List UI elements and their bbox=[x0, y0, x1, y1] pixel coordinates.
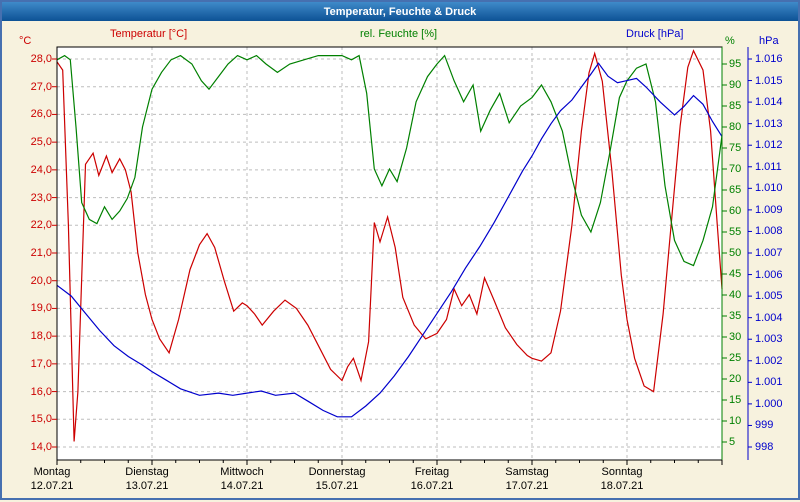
pressure-series-line bbox=[56, 62, 723, 418]
temperature-tick-label: 20,0 bbox=[30, 274, 52, 287]
pressure-tick-label: 1.001 bbox=[755, 376, 783, 389]
pressure-tick-label: 999 bbox=[755, 419, 774, 432]
humidity-tick-label: 90 bbox=[729, 79, 742, 91]
day-date-label: 13.07.21 bbox=[125, 480, 169, 492]
humidity-tick-label: 50 bbox=[729, 247, 742, 259]
humidity-tick-label: 40 bbox=[729, 289, 742, 301]
window-title: Temperatur, Feuchte & Druck bbox=[323, 5, 477, 18]
temperature-tick-label: 17,0 bbox=[30, 357, 52, 370]
day-date-label: 17.07.21 bbox=[505, 480, 549, 492]
humidity-tick-label: 60 bbox=[729, 205, 742, 217]
day-date-label: 18.07.21 bbox=[600, 480, 644, 492]
day-name-label: Freitag bbox=[414, 466, 450, 478]
humidity-tick-label: 5 bbox=[729, 436, 736, 448]
temperature-tick-label: 23,0 bbox=[30, 191, 52, 204]
pressure-tick-label: 1.012 bbox=[755, 139, 783, 152]
humidity-tick-label: 25 bbox=[729, 352, 742, 364]
day-date-label: 15.07.21 bbox=[315, 480, 359, 492]
temperature-tick-label: 16,0 bbox=[30, 385, 52, 398]
temperature-tick-label: 15,0 bbox=[30, 413, 52, 426]
pressure-tick-label: 1.007 bbox=[755, 247, 783, 259]
humidity-tick-label: 45 bbox=[729, 268, 742, 280]
pressure-tick-label: 1.009 bbox=[755, 203, 783, 216]
temperature-tick-label: 26,0 bbox=[30, 108, 52, 121]
pressure-tick-label: 1.006 bbox=[755, 268, 783, 281]
day-name-label: Montag bbox=[33, 466, 71, 478]
humidity-tick-label: 95 bbox=[729, 58, 742, 70]
temperature-tick-label: 28,0 bbox=[30, 53, 52, 65]
temperature-tick-label: 19,0 bbox=[30, 302, 52, 315]
pressure-tick-label: 1.003 bbox=[755, 333, 783, 346]
humidity-tick-label: 10 bbox=[729, 415, 742, 427]
temperature-axis-title: Temperatur [°C] bbox=[110, 28, 188, 40]
temperature-tick-label: 27,0 bbox=[30, 80, 52, 93]
pressure-tick-label: 1.015 bbox=[755, 74, 783, 87]
humidity-tick-label: 20 bbox=[729, 373, 742, 385]
pressure-tick-label: 1.016 bbox=[755, 53, 783, 65]
temperature-tick-label: 21,0 bbox=[30, 247, 52, 259]
humidity-tick-label: 30 bbox=[729, 331, 742, 343]
pressure-tick-label: 1.013 bbox=[755, 117, 783, 130]
humidity-tick-label: 75 bbox=[729, 142, 742, 154]
humidity-tick-label: 80 bbox=[729, 121, 742, 133]
temperature-tick-label: 22,0 bbox=[30, 219, 52, 232]
window-titlebar: Temperatur, Feuchte & Druck bbox=[2, 2, 798, 21]
temperature-series-line bbox=[56, 49, 723, 442]
pressure-tick-label: 1.004 bbox=[755, 311, 783, 324]
celsius-unit-label: °C bbox=[19, 35, 32, 47]
temperature-tick-label: 25,0 bbox=[30, 136, 52, 149]
percent-unit-label: % bbox=[725, 35, 735, 47]
temperature-tick-label: 14,0 bbox=[30, 441, 52, 453]
day-date-label: 16.07.21 bbox=[410, 480, 454, 492]
day-date-label: 12.07.21 bbox=[30, 480, 74, 492]
day-name-label: Samstag bbox=[505, 466, 549, 478]
pressure-tick-label: 1.000 bbox=[755, 397, 783, 410]
hpa-unit-label: hPa bbox=[759, 35, 779, 47]
humidity-series-line bbox=[56, 54, 723, 267]
temperature-tick-label: 24,0 bbox=[30, 163, 52, 176]
humidity-tick-label: 55 bbox=[729, 226, 742, 238]
day-name-label: Mittwoch bbox=[220, 466, 264, 478]
pressure-tick-label: 1.005 bbox=[755, 290, 783, 303]
pressure-tick-label: 1.014 bbox=[755, 96, 783, 109]
pressure-tick-label: 1.010 bbox=[755, 182, 783, 195]
humidity-tick-label: 85 bbox=[729, 100, 742, 112]
pressure-tick-label: 1.002 bbox=[755, 354, 783, 367]
humidity-tick-label: 70 bbox=[729, 163, 742, 175]
humidity-tick-label: 65 bbox=[729, 184, 742, 196]
pressure-tick-label: 1.008 bbox=[755, 225, 783, 238]
day-name-label: Dienstag bbox=[125, 466, 169, 478]
day-name-label: Sonntag bbox=[601, 466, 643, 478]
humidity-tick-label: 15 bbox=[729, 394, 742, 406]
humidity-axis-title: rel. Feuchte [%] bbox=[360, 28, 438, 40]
pressure-tick-label: 1.011 bbox=[755, 160, 782, 173]
pressure-axis-title: Druck [hPa] bbox=[626, 28, 684, 40]
day-name-label: Donnerstag bbox=[308, 466, 366, 478]
pressure-tick-label: 998 bbox=[755, 441, 774, 453]
day-date-label: 14.07.21 bbox=[220, 480, 264, 492]
humidity-tick-label: 35 bbox=[729, 310, 742, 322]
temperature-tick-label: 18,0 bbox=[30, 330, 52, 343]
